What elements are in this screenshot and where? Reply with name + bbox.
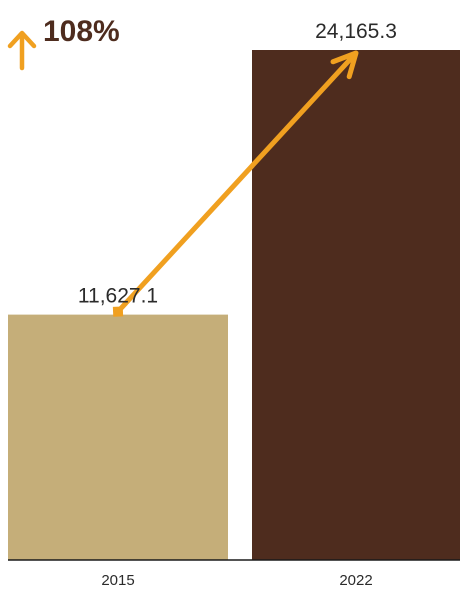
x-tick-2022: 2022	[339, 572, 372, 589]
change-percentage: 108%	[43, 15, 120, 48]
bar-2015	[8, 315, 228, 560]
value-label-2022: 24,165.3	[315, 20, 397, 43]
bars	[8, 50, 460, 560]
up-arrow-icon	[10, 33, 34, 68]
change-indicator: 108%	[10, 15, 120, 68]
value-label-2015: 11,627.1	[78, 285, 158, 308]
x-tick-2015: 2015	[101, 572, 134, 589]
trend-start-marker	[113, 306, 123, 316]
bar-2022	[252, 50, 460, 560]
